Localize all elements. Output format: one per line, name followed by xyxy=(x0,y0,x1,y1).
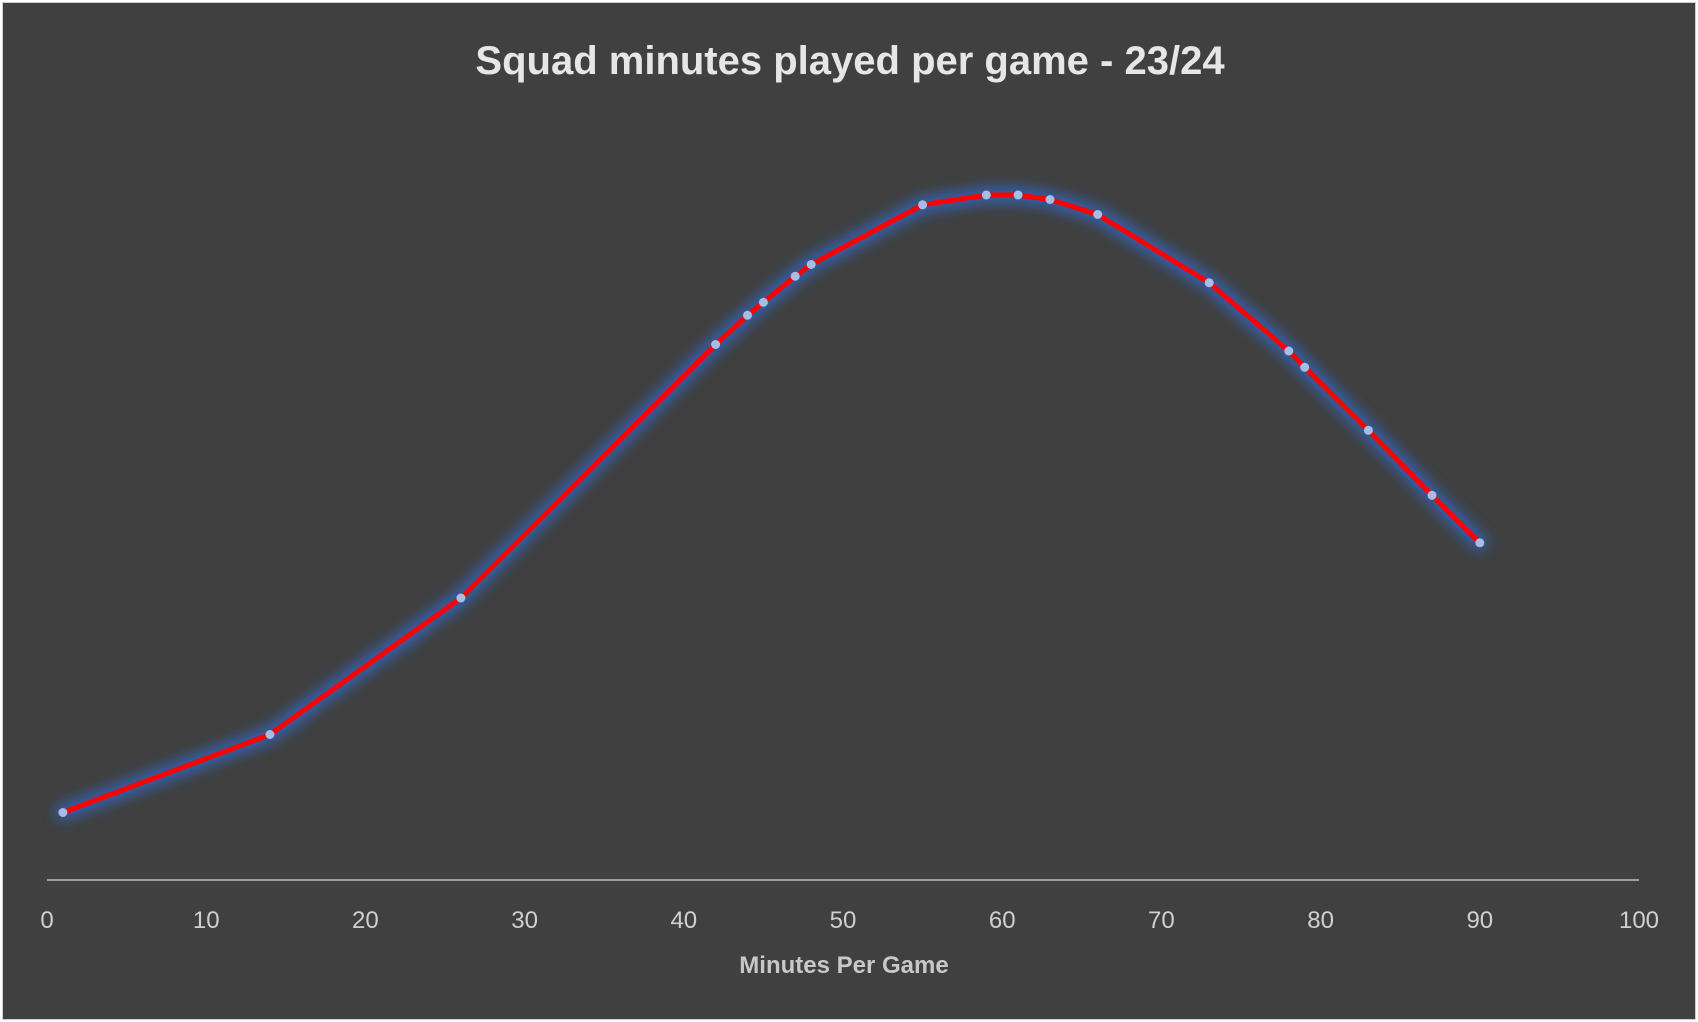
data-point xyxy=(456,593,466,603)
data-point xyxy=(1013,190,1023,200)
line-glow xyxy=(55,188,1487,820)
data-point xyxy=(806,260,816,269)
x-tick-label: 0 xyxy=(40,907,53,934)
x-tick-label: 40 xyxy=(670,907,697,934)
x-tick-label: 10 xyxy=(193,907,220,934)
x-tick-label: 60 xyxy=(989,907,1016,934)
data-point xyxy=(1427,490,1437,500)
data-point xyxy=(758,297,768,307)
x-tick-label: 20 xyxy=(352,907,379,934)
x-tick-label: 100 xyxy=(1619,907,1659,934)
chart-title: Squad minutes played per game - 23/24 xyxy=(475,39,1225,83)
x-axis-title: Minutes Per Game xyxy=(739,952,948,979)
x-tick-label: 70 xyxy=(1148,907,1175,934)
data-point xyxy=(1045,195,1055,204)
data-point xyxy=(1204,278,1214,288)
x-tick-label: 30 xyxy=(511,907,538,934)
chart-svg: Squad minutes played per game - 23/24 0 1… xyxy=(40,39,1659,979)
x-tick-label: 90 xyxy=(1466,907,1493,934)
series-glow xyxy=(55,188,1487,820)
x-tick-labels: 0 10 20 30 40 50 60 70 80 90 100 xyxy=(40,907,1659,934)
data-point xyxy=(711,340,721,349)
data-point xyxy=(743,310,752,320)
marker-layer xyxy=(58,190,1485,817)
x-tick-label: 50 xyxy=(830,907,857,934)
data-point xyxy=(1363,425,1373,435)
data-point xyxy=(265,730,275,739)
x-tick-label: 80 xyxy=(1307,907,1334,934)
data-point xyxy=(1093,210,1103,219)
data-point xyxy=(1475,538,1485,548)
data-point xyxy=(1284,346,1294,356)
data-point xyxy=(918,200,928,210)
data-point xyxy=(58,808,68,817)
data-point xyxy=(790,271,800,281)
data-point xyxy=(981,190,991,200)
data-point xyxy=(1300,362,1310,372)
